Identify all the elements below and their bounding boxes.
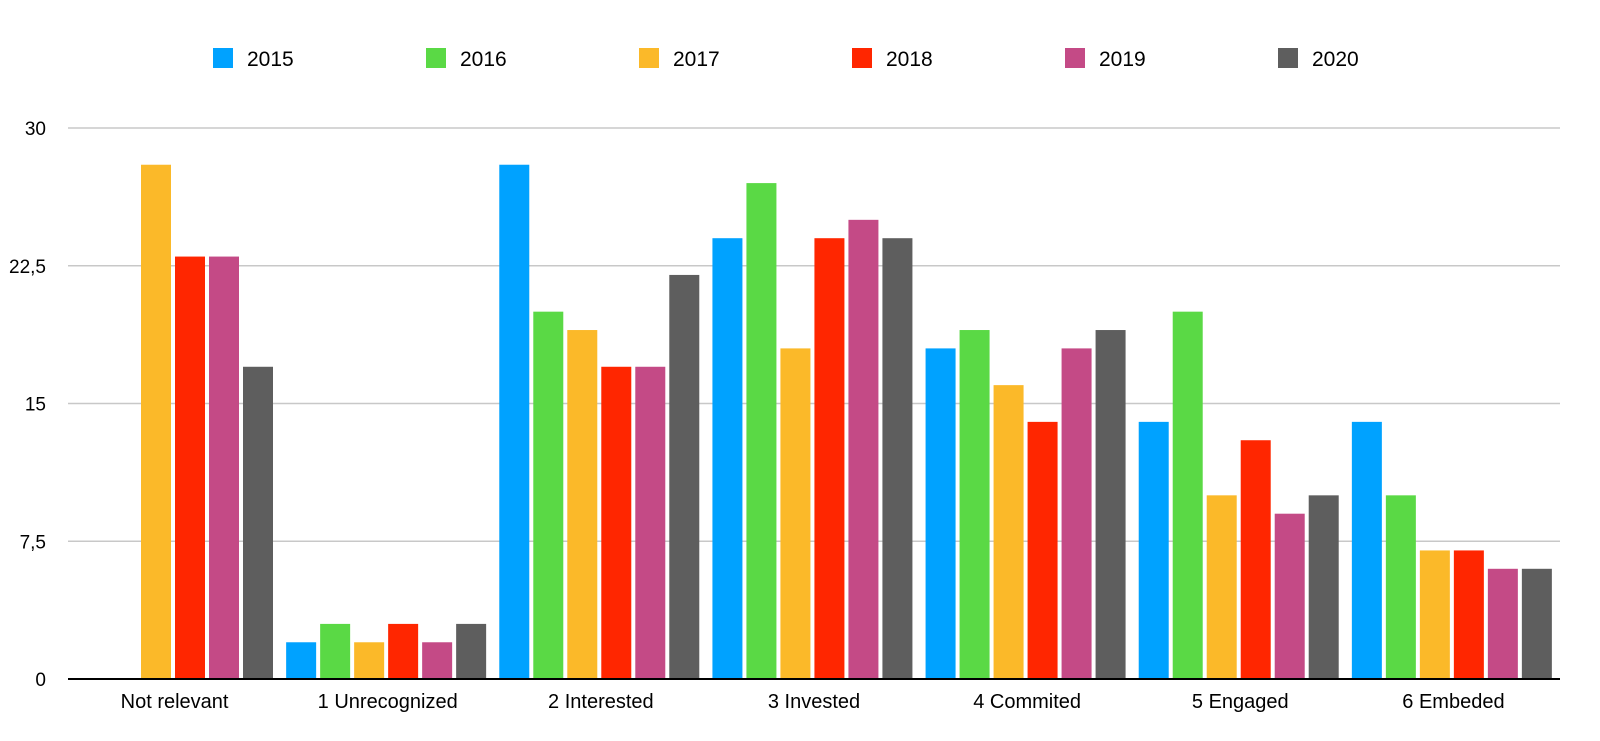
- bar-2020-4: [882, 238, 913, 679]
- bar-2016-6: [1172, 311, 1203, 679]
- legend-label: 2015: [247, 48, 294, 71]
- y-tick-label: 30: [25, 119, 46, 140]
- legend-item: 2016: [426, 48, 507, 71]
- bar-2018-4: [814, 238, 845, 679]
- legend-item: 2018: [852, 48, 933, 71]
- bar-2017-7: [1419, 550, 1450, 679]
- y-tick-label: 22,5: [9, 257, 46, 278]
- bar-2017-5: [993, 385, 1024, 679]
- bar-2016-2: [320, 623, 351, 679]
- legend-item: 2015: [213, 48, 294, 71]
- bar-2019-3: [635, 366, 666, 679]
- bar-2015-6: [1138, 421, 1169, 679]
- bars: [141, 164, 1552, 680]
- legend-item: 2019: [1065, 48, 1146, 71]
- legend-item: 2020: [1278, 48, 1359, 71]
- bar-2017-6: [1206, 495, 1237, 679]
- bar-2020-6: [1308, 495, 1339, 679]
- legend-label: 2016: [460, 48, 507, 71]
- x-category-label: 2 Interested: [548, 691, 654, 713]
- bar-2015-5: [925, 348, 956, 679]
- x-category-label: 1 Unrecognized: [318, 691, 458, 713]
- bar-2018-5: [1027, 421, 1058, 679]
- bar-2018-1: [175, 256, 205, 679]
- bar-2019-1: [209, 256, 239, 679]
- legend-swatch: [426, 48, 446, 68]
- y-tick-label: 15: [25, 395, 46, 416]
- legend-swatch: [639, 48, 659, 68]
- gridlines: [68, 127, 1560, 542]
- bar-2020-2: [456, 623, 487, 679]
- bar-2015-7: [1351, 421, 1382, 679]
- legend-swatch: [1278, 48, 1298, 68]
- bar-2020-1: [243, 366, 273, 679]
- y-axis-ticks: 0 7,5 15 22,5 30: [9, 119, 46, 691]
- bar-2017-2: [354, 642, 385, 679]
- bar-2019-7: [1487, 568, 1518, 679]
- x-category-label: Not relevant: [121, 691, 229, 713]
- legend-label: 2017: [673, 48, 720, 71]
- bar-2016-4: [746, 183, 777, 679]
- bar-2019-5: [1061, 348, 1092, 679]
- bar-2018-7: [1453, 550, 1484, 679]
- bar-2020-5: [1095, 330, 1126, 679]
- legend: 2015 2016 2017 2018 2019 2020: [213, 48, 1359, 71]
- bar-2019-2: [422, 642, 453, 679]
- bar-2016-3: [533, 311, 564, 679]
- bar-2020-7: [1521, 568, 1552, 679]
- bar-2017-4: [780, 348, 811, 679]
- legend-swatch: [852, 48, 872, 68]
- y-tick-label: 0: [35, 670, 46, 691]
- bar-2019-4: [848, 219, 879, 680]
- x-category-label: 4 Commited: [973, 691, 1081, 713]
- bar-2015-4: [712, 238, 743, 679]
- legend-swatch: [1065, 48, 1085, 68]
- bar-2016-7: [1385, 495, 1416, 679]
- bar-2017-3: [567, 330, 598, 679]
- x-category-label: 5 Engaged: [1192, 691, 1289, 713]
- bar-2015-2: [286, 642, 317, 679]
- legend-item: 2017: [639, 48, 720, 71]
- bar-2018-3: [601, 366, 632, 679]
- legend-label: 2019: [1099, 48, 1146, 71]
- x-category-label: 3 Invested: [768, 691, 860, 713]
- bar-2016-5: [959, 330, 990, 679]
- legend-label: 2020: [1312, 48, 1359, 71]
- x-category-label: 6 Embeded: [1402, 691, 1504, 713]
- legend-label: 2018: [886, 48, 933, 71]
- bar-2017-1: [141, 164, 171, 679]
- bar-2018-6: [1240, 440, 1271, 679]
- bar-2020-3: [669, 274, 700, 679]
- bar-2018-2: [388, 623, 419, 679]
- y-tick-label: 7,5: [20, 532, 46, 553]
- bar-2015-3: [499, 164, 530, 679]
- x-axis-labels: Not relevant 1 Unrecognized 2 Interested 3 …: [121, 691, 1505, 713]
- bar-2019-6: [1274, 513, 1305, 679]
- legend-swatch: [213, 48, 233, 68]
